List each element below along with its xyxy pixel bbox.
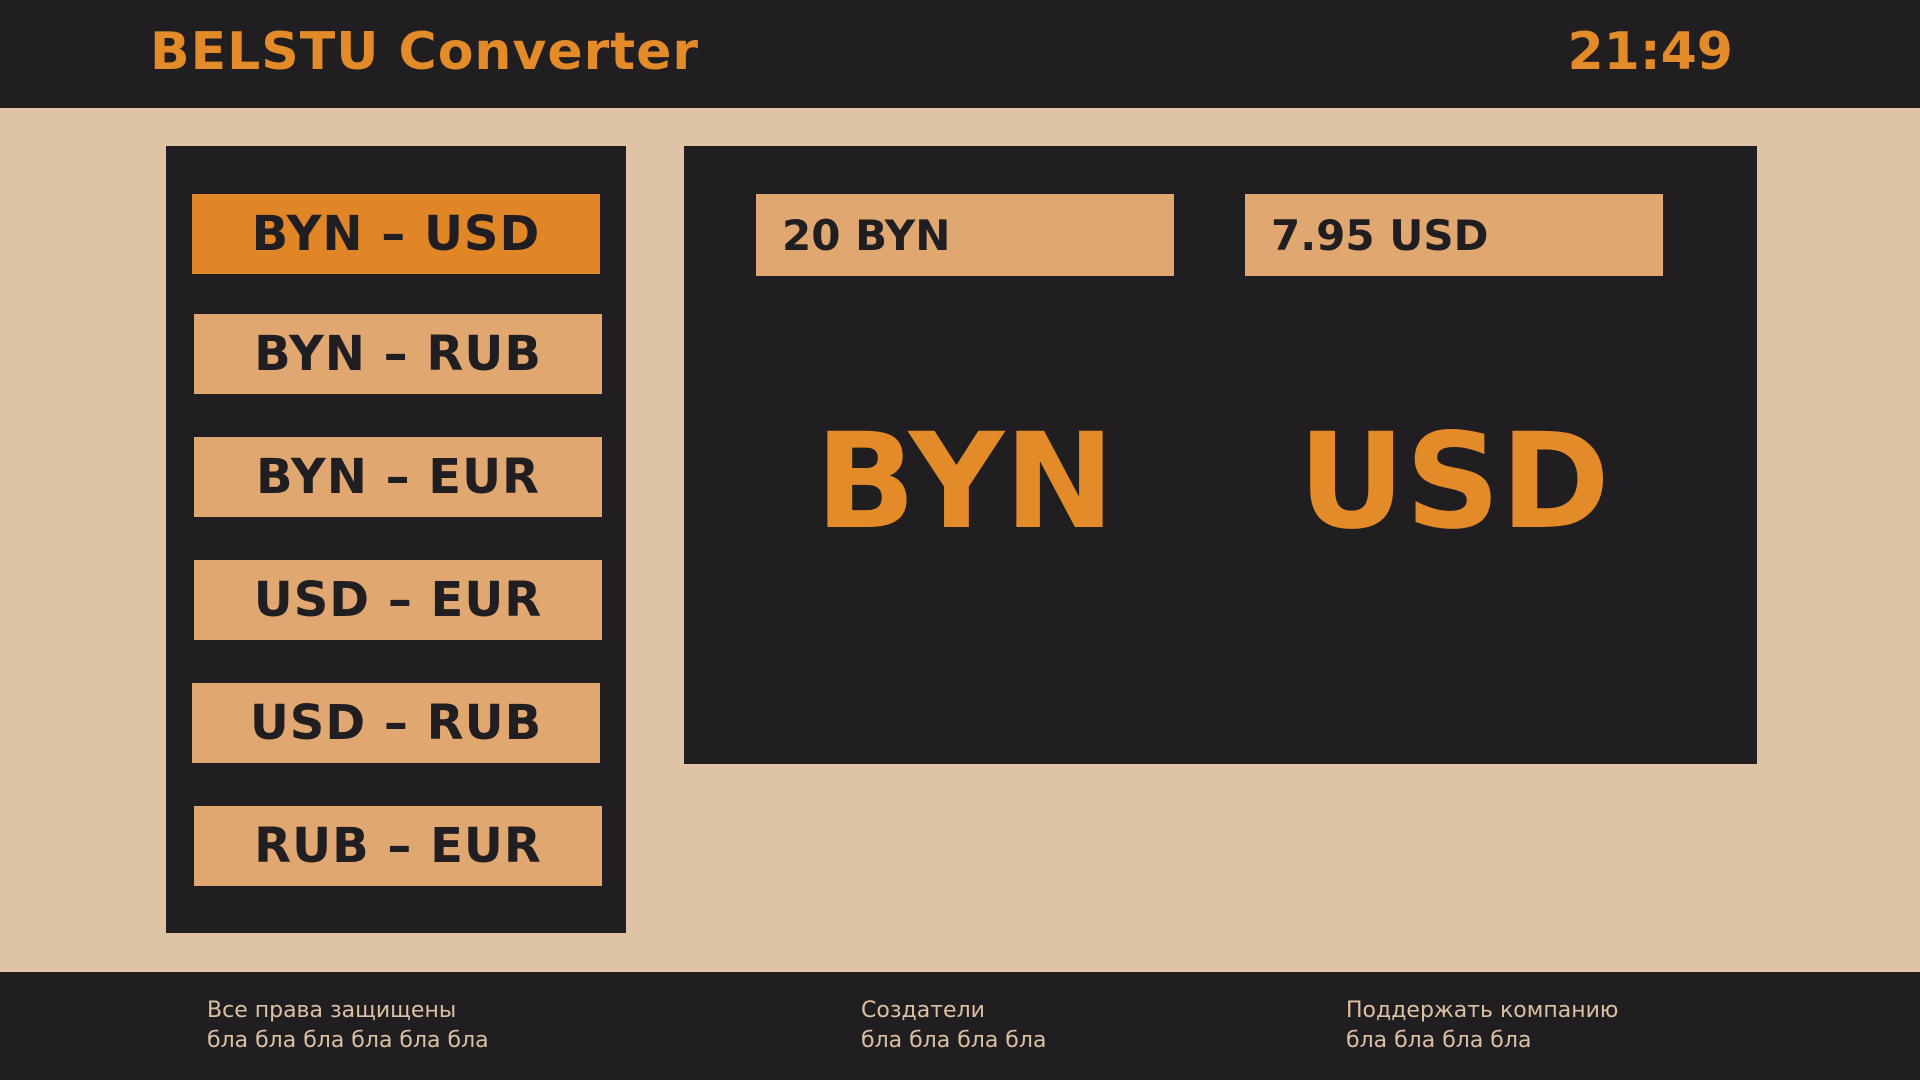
footer-support-title[interactable]: Поддержать компанию xyxy=(1346,998,1619,1023)
header-bar: BELSTU Converter 21:49 xyxy=(0,0,1920,108)
pair-button-byn-eur[interactable]: BYN – EUR xyxy=(194,437,602,517)
footer-creators-text: бла бла бла бла xyxy=(861,1028,1047,1053)
to-amount-field[interactable]: 7.95 USD xyxy=(1245,194,1663,276)
to-currency-label: USD xyxy=(1298,405,1610,559)
pair-button-byn-usd[interactable]: BYN – USD xyxy=(192,194,600,274)
clock: 21:49 xyxy=(1567,22,1733,82)
footer-creators[interactable]: Создатели бла бла бла бла xyxy=(861,996,1046,1056)
from-currency-label: BYN xyxy=(815,405,1115,559)
currency-pair-sidebar: BYN – USD BYN – RUB BYN – EUR USD – EUR … xyxy=(166,146,626,933)
footer-rights-text: бла бла бла бла бла бла xyxy=(207,1028,489,1053)
from-amount-field[interactable]: 20 BYN xyxy=(756,194,1174,276)
footer-rights: Все права защищены бла бла бла бла бла б… xyxy=(207,996,489,1056)
app-title: BELSTU Converter xyxy=(150,22,700,82)
pair-button-usd-eur[interactable]: USD – EUR xyxy=(194,560,602,640)
pair-button-byn-rub[interactable]: BYN – RUB xyxy=(194,314,602,394)
footer-rights-title: Все права защищены xyxy=(207,998,457,1023)
footer: Все права защищены бла бла бла бла бла б… xyxy=(0,972,1920,1080)
footer-support[interactable]: Поддержать компанию бла бла бла бла xyxy=(1346,996,1618,1056)
footer-support-text: бла бла бла бла xyxy=(1346,1028,1532,1053)
converter-panel: 20 BYN 7.95 USD BYN USD xyxy=(684,146,1757,764)
pair-button-usd-rub[interactable]: USD – RUB xyxy=(192,683,600,763)
footer-creators-title[interactable]: Создатели xyxy=(861,998,985,1023)
pair-button-rub-eur[interactable]: RUB – EUR xyxy=(194,806,602,886)
